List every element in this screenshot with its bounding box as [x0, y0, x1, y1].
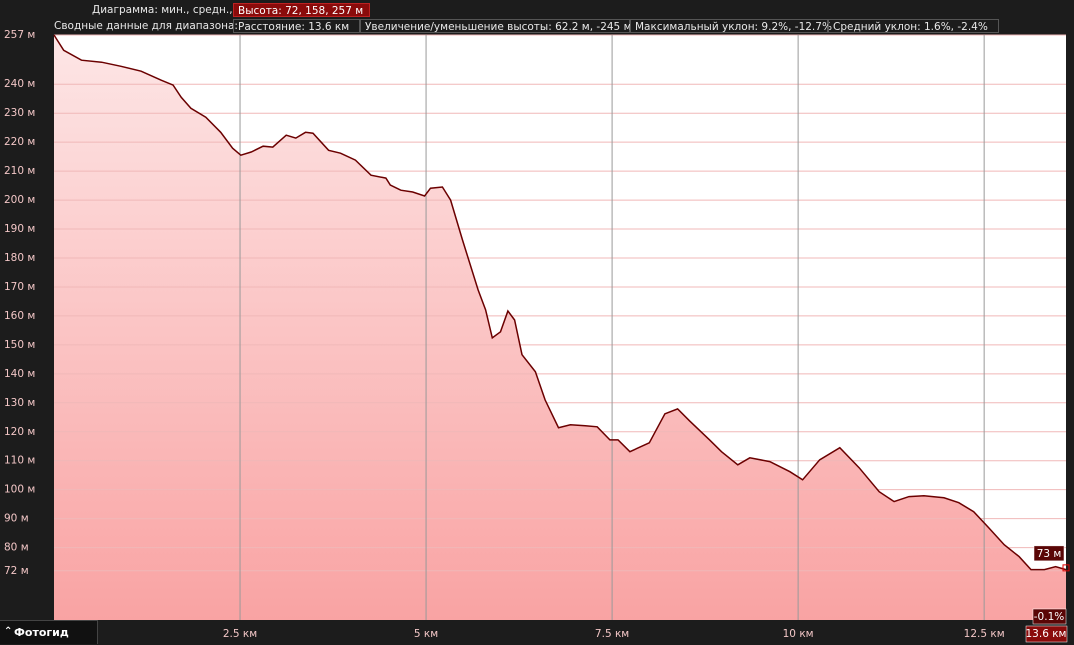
- distance: Расстояние: 13.6 км: [233, 19, 360, 33]
- y-tick-label: 190 м: [4, 223, 35, 235]
- y-tick-label: 100 м: [4, 484, 35, 496]
- x-tick-label: 5 км: [414, 628, 438, 640]
- cursor-y-box: [1033, 545, 1065, 562]
- y-tick-label: 257 м: [4, 29, 35, 41]
- cursor-slope-box: [1032, 608, 1067, 625]
- y-tick-label: 160 м: [4, 310, 35, 322]
- cursor-x-box: [1025, 625, 1068, 643]
- elevation-line: [53, 34, 1067, 571]
- cursor-x-label: 13.6 км: [1026, 628, 1067, 640]
- y-tick-label: 72 м: [4, 565, 29, 577]
- diagram-label: Диаграмма: мин., средн., макс.: [92, 4, 266, 16]
- area-fill: [54, 35, 1066, 620]
- x-tick-label: 10 км: [783, 628, 814, 640]
- photo-guide-button[interactable]: ⌃ Фотогид: [0, 620, 98, 644]
- cursor-y-label: 73 м: [1037, 548, 1062, 560]
- y-tick-label: 90 м: [4, 513, 29, 525]
- x-tick-label: 2.5 км: [223, 628, 257, 640]
- elevation-gain-loss: Увеличение/уменьшение высоты: 62.2 м, -2…: [360, 19, 632, 33]
- y-tick-label: 200 м: [4, 194, 35, 206]
- photo-guide-label: Фотогид: [14, 626, 69, 639]
- y-tick-label: 120 м: [4, 426, 35, 438]
- y-tick-label: 80 м: [4, 542, 29, 554]
- y-tick-label: 210 м: [4, 165, 35, 177]
- chevron-icon: ⌃: [4, 626, 13, 637]
- y-tick-label: 180 м: [4, 252, 35, 264]
- max-slope: Максимальный уклон: 9.2%, -12.7%: [630, 19, 832, 33]
- y-tick-label: 150 м: [4, 339, 35, 351]
- diagram-value: Высота: 72, 158, 257 м: [233, 3, 370, 17]
- y-tick-label: 220 м: [4, 136, 35, 148]
- y-tick-label: 130 м: [4, 397, 35, 409]
- avg-slope: Средний уклон: 1.6%, -2.4%: [828, 19, 999, 33]
- y-tick-label: 110 м: [4, 455, 35, 467]
- x-tick-label: 12.5 км: [964, 628, 1005, 640]
- y-tick-label: 170 м: [4, 281, 35, 293]
- y-tick-label: 240 м: [4, 78, 35, 90]
- cursor-slope-label: -0.1%: [1034, 611, 1064, 623]
- y-tick-label: 140 м: [4, 368, 35, 380]
- y-tick-label: 230 м: [4, 107, 35, 119]
- x-tick-label: 7.5 км: [595, 628, 629, 640]
- summary-label: Сводные данные для диапазона:: [54, 20, 238, 32]
- cursor-marker: [1062, 564, 1070, 572]
